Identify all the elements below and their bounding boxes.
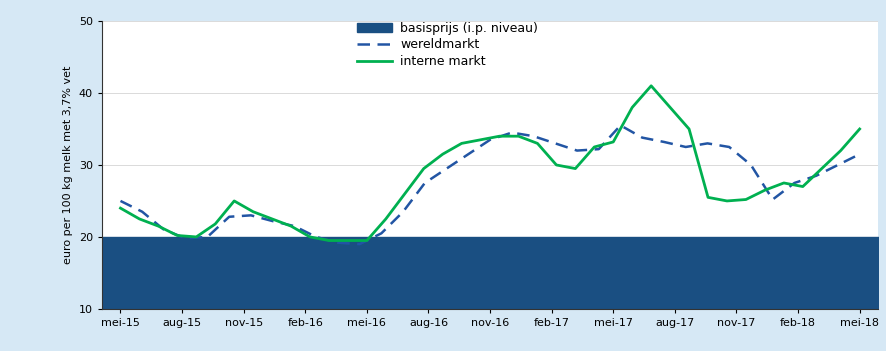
Legend: basisprijs (i.p. niveau), wereldmarkt, interne markt: basisprijs (i.p. niveau), wereldmarkt, i… — [356, 21, 538, 68]
Y-axis label: euro per 100 kg melk met 3,7% vet: euro per 100 kg melk met 3,7% vet — [63, 66, 74, 264]
